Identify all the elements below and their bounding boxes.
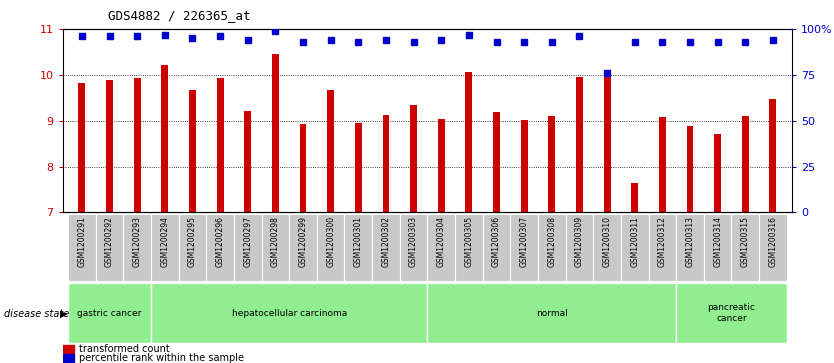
Bar: [742, 116, 749, 212]
Bar: [344, 214, 372, 281]
Bar: [96, 214, 123, 281]
Bar: [217, 78, 224, 212]
Bar: [262, 214, 289, 281]
Bar: [244, 111, 251, 212]
Bar: [78, 83, 85, 212]
Bar: [759, 214, 786, 281]
Bar: [565, 214, 593, 281]
Bar: [483, 214, 510, 281]
Text: GSM1200305: GSM1200305: [465, 216, 474, 267]
Text: GSM1200313: GSM1200313: [686, 216, 695, 267]
Text: GSM1200295: GSM1200295: [188, 216, 197, 267]
Text: ▶: ▶: [60, 309, 68, 319]
Text: GSM1200292: GSM1200292: [105, 216, 114, 267]
Text: pancreatic
cancer: pancreatic cancer: [707, 303, 756, 323]
Bar: [372, 214, 399, 281]
Bar: [234, 214, 262, 281]
Text: percentile rank within the sample: percentile rank within the sample: [78, 353, 244, 363]
Bar: [770, 99, 776, 212]
Text: GSM1200312: GSM1200312: [658, 216, 667, 267]
Text: GSM1200306: GSM1200306: [492, 216, 501, 267]
Bar: [676, 283, 786, 343]
Bar: [465, 72, 472, 212]
Bar: [123, 214, 151, 281]
Bar: [63, 344, 74, 352]
Text: GSM1200304: GSM1200304: [437, 216, 445, 267]
Bar: [178, 214, 206, 281]
Bar: [189, 90, 196, 212]
Text: GSM1200293: GSM1200293: [133, 216, 142, 267]
Text: GSM1200301: GSM1200301: [354, 216, 363, 267]
Bar: [493, 111, 500, 212]
Text: GSM1200310: GSM1200310: [603, 216, 611, 267]
Bar: [63, 354, 74, 362]
Bar: [649, 214, 676, 281]
Bar: [327, 90, 334, 212]
Bar: [731, 214, 759, 281]
Bar: [631, 183, 638, 212]
Bar: [659, 117, 666, 212]
Bar: [354, 123, 362, 212]
Text: GSM1200303: GSM1200303: [409, 216, 418, 267]
Bar: [538, 214, 565, 281]
Text: disease state: disease state: [4, 309, 69, 319]
Bar: [520, 120, 528, 212]
Text: GSM1200309: GSM1200309: [575, 216, 584, 267]
Text: GSM1200300: GSM1200300: [326, 216, 335, 267]
Text: gastric cancer: gastric cancer: [78, 309, 142, 318]
Text: GSM1200298: GSM1200298: [271, 216, 280, 267]
Bar: [714, 134, 721, 212]
Bar: [427, 214, 455, 281]
Bar: [399, 214, 427, 281]
Bar: [151, 283, 427, 343]
Bar: [549, 116, 555, 212]
Text: GSM1200308: GSM1200308: [547, 216, 556, 267]
Bar: [593, 214, 621, 281]
Text: transformed count: transformed count: [78, 344, 169, 354]
Bar: [510, 214, 538, 281]
Bar: [299, 124, 306, 212]
Bar: [676, 214, 704, 281]
Bar: [206, 214, 234, 281]
Text: GSM1200294: GSM1200294: [160, 216, 169, 267]
Bar: [68, 214, 96, 281]
Bar: [317, 214, 344, 281]
Bar: [427, 283, 676, 343]
Bar: [438, 119, 445, 212]
Bar: [133, 78, 141, 212]
Bar: [151, 214, 178, 281]
Text: GSM1200299: GSM1200299: [299, 216, 308, 267]
Bar: [576, 77, 583, 212]
Bar: [106, 80, 113, 212]
Bar: [272, 54, 279, 212]
Bar: [604, 74, 610, 212]
Bar: [410, 105, 417, 212]
Text: GSM1200302: GSM1200302: [381, 216, 390, 267]
Text: GSM1200291: GSM1200291: [78, 216, 87, 267]
Bar: [455, 214, 483, 281]
Bar: [161, 65, 168, 212]
Text: GSM1200296: GSM1200296: [216, 216, 224, 267]
Bar: [289, 214, 317, 281]
Bar: [704, 214, 731, 281]
Text: GSM1200307: GSM1200307: [520, 216, 529, 267]
Text: GSM1200311: GSM1200311: [631, 216, 639, 267]
Bar: [383, 115, 389, 212]
Text: GSM1200316: GSM1200316: [768, 216, 777, 267]
Text: normal: normal: [536, 309, 568, 318]
Bar: [621, 214, 649, 281]
Text: GDS4882 / 226365_at: GDS4882 / 226365_at: [108, 9, 251, 22]
Text: GSM1200314: GSM1200314: [713, 216, 722, 267]
Text: GSM1200315: GSM1200315: [741, 216, 750, 267]
Text: hepatocellular carcinoma: hepatocellular carcinoma: [232, 309, 347, 318]
Text: GSM1200297: GSM1200297: [244, 216, 252, 267]
Bar: [68, 283, 151, 343]
Bar: [686, 126, 694, 212]
